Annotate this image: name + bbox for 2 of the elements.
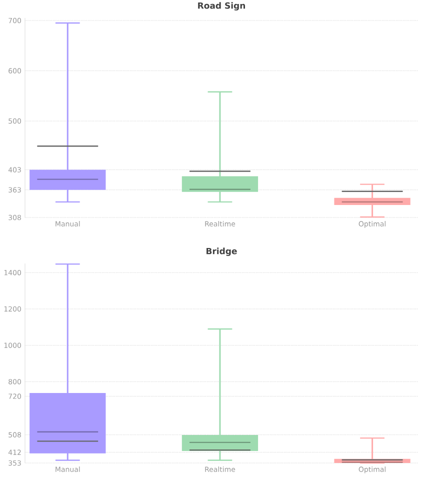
chart-title: Road Sign — [198, 2, 246, 10]
chart-title: Bridge — [206, 248, 237, 256]
